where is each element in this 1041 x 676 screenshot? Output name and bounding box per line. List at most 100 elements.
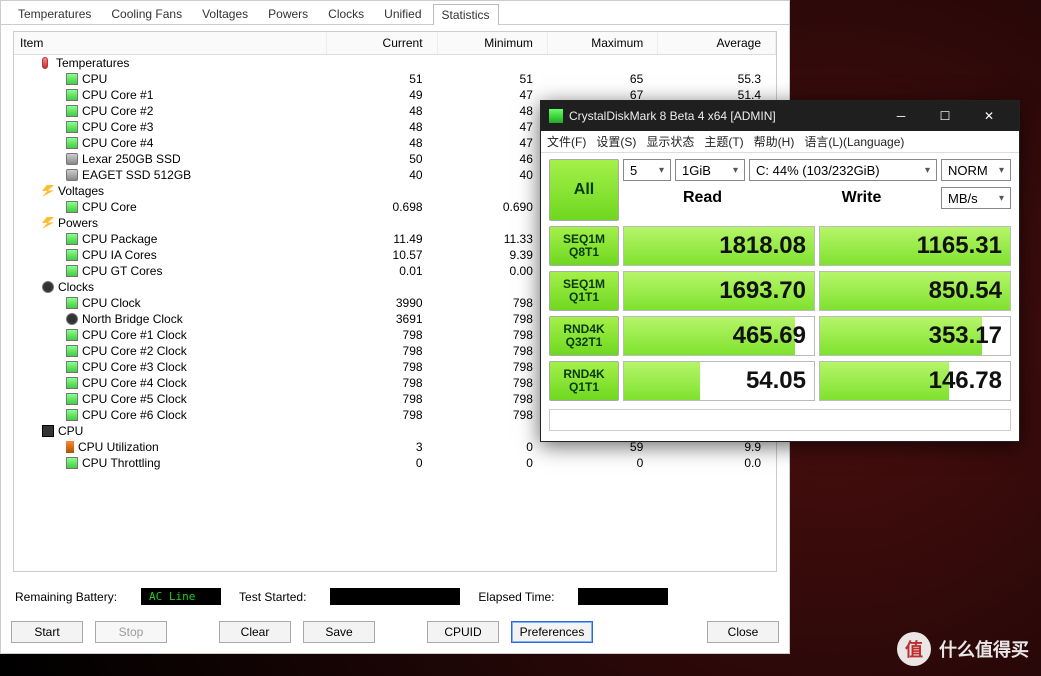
battery-label: Remaining Battery:: [15, 590, 117, 604]
col-item[interactable]: Item: [14, 32, 327, 55]
cpu-icon: [42, 425, 54, 437]
section-temperatures[interactable]: Temperatures: [14, 55, 327, 72]
cdm-app-icon: [549, 109, 563, 123]
chip-icon: [66, 297, 78, 309]
chip-icon: [66, 121, 78, 133]
tab-statistics[interactable]: Statistics: [433, 4, 499, 25]
table-row[interactable]: CPU51516555.3: [14, 71, 776, 87]
window-close-button[interactable]: ✕: [967, 101, 1011, 131]
stop-button: Stop: [95, 621, 167, 643]
table-row[interactable]: CPU Throttling0000.0: [14, 455, 776, 471]
tab-bar: TemperaturesCooling FansVoltagesPowersCl…: [1, 1, 789, 25]
cdm-titlebar[interactable]: CrystalDiskMark 8 Beta 4 x64 [ADMIN] ─ ☐…: [541, 101, 1019, 131]
bolt-icon: [42, 185, 54, 197]
chip-icon: [66, 105, 78, 117]
chip-icon: [66, 201, 78, 213]
section-cpu[interactable]: CPU: [14, 423, 327, 439]
watermark-icon: 值: [897, 632, 931, 666]
maximize-button[interactable]: ☐: [923, 101, 967, 131]
cdm-statusbar: [549, 409, 1011, 431]
chip-icon: [66, 137, 78, 149]
bench-button-RND4K-Q32T1[interactable]: RND4KQ32T1: [549, 316, 619, 356]
tab-clocks[interactable]: Clocks: [319, 3, 373, 24]
size-select[interactable]: 1GiB▾: [675, 159, 745, 181]
bolt-icon: [42, 217, 54, 229]
therm-icon: [42, 57, 48, 69]
clock-icon: [66, 313, 78, 325]
read-header: Read: [623, 189, 782, 207]
status-bar: Remaining Battery: AC Line Test Started:…: [1, 578, 789, 615]
bench-row: SEQ1MQ1T11693.70850.54: [549, 271, 1011, 311]
section-powers[interactable]: Powers: [14, 215, 327, 231]
cdm-title-text: CrystalDiskMark 8 Beta 4 x64 [ADMIN]: [569, 109, 776, 123]
write-value: 146.78: [819, 361, 1011, 401]
menu-item[interactable]: 显示状态: [646, 135, 694, 149]
battery-value: AC Line: [141, 590, 203, 603]
watermark-text: 什么值得买: [939, 636, 1029, 662]
tab-unified[interactable]: Unified: [375, 3, 430, 24]
cdm-body: All 5▾ 1GiB▾ C: 44% (103/232GiB)▾ NORM▾ …: [541, 153, 1019, 441]
unit-select[interactable]: MB/s▾: [941, 187, 1011, 209]
tab-powers[interactable]: Powers: [259, 3, 317, 24]
close-button[interactable]: Close: [707, 621, 779, 643]
test-started-box: [330, 588, 460, 605]
elapsed-box: [578, 588, 668, 605]
chip-icon: [66, 89, 78, 101]
write-header: Write: [782, 189, 941, 207]
chip-icon: [66, 361, 78, 373]
button-row: Start Stop Clear Save CPUID Preferences …: [1, 615, 789, 653]
chip-icon: [66, 345, 78, 357]
elapsed-label: Elapsed Time:: [478, 590, 554, 604]
write-value: 353.17: [819, 316, 1011, 356]
bench-button-RND4K-Q1T1[interactable]: RND4KQ1T1: [549, 361, 619, 401]
chip-icon: [66, 377, 78, 389]
clear-button[interactable]: Clear: [219, 621, 291, 643]
bench-row: RND4KQ32T1465.69353.17: [549, 316, 1011, 356]
save-button[interactable]: Save: [303, 621, 375, 643]
bench-row: SEQ1MQ8T11818.081165.31: [549, 226, 1011, 266]
start-button[interactable]: Start: [11, 621, 83, 643]
all-button[interactable]: All: [549, 159, 619, 221]
chip-icon: [66, 457, 78, 469]
cpuid-button[interactable]: CPUID: [427, 621, 499, 643]
chip-icon: [66, 233, 78, 245]
test-started-label: Test Started:: [239, 590, 306, 604]
clock-icon: [42, 281, 54, 293]
hour-icon: [66, 441, 74, 453]
tab-voltages[interactable]: Voltages: [193, 3, 257, 24]
minimize-button[interactable]: ─: [879, 101, 923, 131]
bench-row: RND4KQ1T154.05146.78: [549, 361, 1011, 401]
read-value: 1693.70: [623, 271, 815, 311]
chip-icon: [66, 329, 78, 341]
chip-icon: [66, 409, 78, 421]
bench-button-SEQ1M-Q1T1[interactable]: SEQ1MQ1T1: [549, 271, 619, 311]
drive-select[interactable]: C: 44% (103/232GiB)▾: [749, 159, 937, 181]
col-current[interactable]: Current: [327, 32, 437, 55]
read-value: 1818.08: [623, 226, 815, 266]
disk-icon: [66, 153, 78, 165]
tab-temperatures[interactable]: Temperatures: [9, 3, 100, 24]
chip-icon: [66, 265, 78, 277]
preferences-button[interactable]: Preferences: [511, 621, 593, 643]
watermark: 值 什么值得买: [897, 632, 1029, 666]
bench-button-SEQ1M-Q8T1[interactable]: SEQ1MQ8T1: [549, 226, 619, 266]
col-average[interactable]: Average: [658, 32, 776, 55]
section-clocks[interactable]: Clocks: [14, 279, 327, 295]
col-maximum[interactable]: Maximum: [547, 32, 657, 55]
chip-icon: [66, 249, 78, 261]
write-value: 1165.31: [819, 226, 1011, 266]
read-value: 465.69: [623, 316, 815, 356]
menu-item[interactable]: 设置(S): [596, 135, 636, 149]
battery-box: AC Line: [141, 588, 221, 605]
write-value: 850.54: [819, 271, 1011, 311]
crystaldiskmark-window: CrystalDiskMark 8 Beta 4 x64 [ADMIN] ─ ☐…: [540, 100, 1020, 442]
norm-select[interactable]: NORM▾: [941, 159, 1011, 181]
menu-item[interactable]: 文件(F): [547, 135, 586, 149]
section-voltages[interactable]: Voltages: [14, 183, 327, 199]
menu-item[interactable]: 语言(L)(Language): [804, 135, 904, 149]
tab-cooling-fans[interactable]: Cooling Fans: [102, 3, 191, 24]
menu-item[interactable]: 主题(T): [704, 135, 743, 149]
col-minimum[interactable]: Minimum: [437, 32, 547, 55]
menu-item[interactable]: 帮助(H): [754, 135, 795, 149]
count-select[interactable]: 5▾: [623, 159, 671, 181]
